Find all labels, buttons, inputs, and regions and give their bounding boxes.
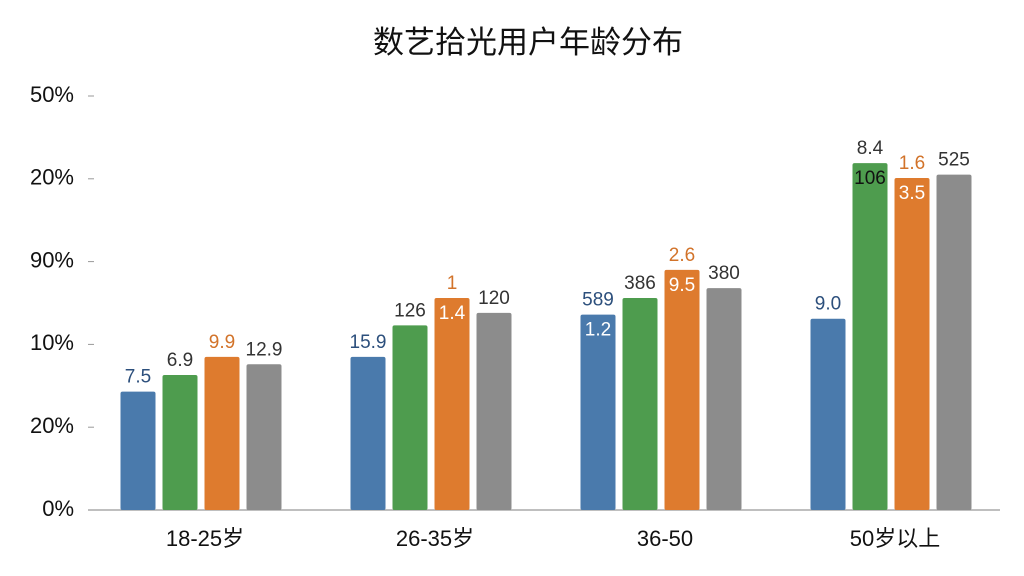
data-label: 15.9 bbox=[350, 332, 387, 353]
data-label: 1.2 bbox=[585, 320, 611, 341]
data-label: 9.9 bbox=[209, 332, 235, 353]
data-label: 8.4 bbox=[857, 138, 884, 159]
data-label: 7.5 bbox=[125, 367, 151, 388]
data-label: 9.5 bbox=[669, 275, 695, 296]
data-label: 1 bbox=[447, 273, 458, 294]
bar bbox=[580, 314, 616, 510]
x-tick-label: 26-35岁 bbox=[396, 526, 474, 551]
bar bbox=[622, 298, 658, 510]
chart-title: 数艺拾光用户年龄分布 bbox=[373, 25, 683, 60]
y-tick-label: 20% bbox=[30, 165, 74, 190]
bar bbox=[810, 318, 846, 510]
data-label: 386 bbox=[624, 273, 656, 294]
y-tick-label: 20% bbox=[30, 413, 74, 438]
data-label: 589 bbox=[582, 290, 614, 311]
data-label: 380 bbox=[708, 263, 740, 284]
bar bbox=[936, 174, 972, 510]
data-label: 1.6 bbox=[899, 153, 925, 174]
data-label: 1.4 bbox=[439, 303, 466, 324]
data-label: 120 bbox=[478, 288, 510, 309]
bar bbox=[852, 163, 888, 510]
data-label: 106 bbox=[854, 168, 886, 189]
bar bbox=[204, 356, 240, 510]
bar bbox=[162, 375, 198, 510]
y-tick-label: 90% bbox=[30, 247, 74, 272]
bar bbox=[894, 177, 930, 511]
data-label: 525 bbox=[938, 150, 970, 171]
y-tick-label: 10% bbox=[30, 330, 74, 355]
x-tick-label: 50岁以上 bbox=[850, 526, 940, 551]
y-tick-label: 0% bbox=[42, 496, 74, 521]
data-label: 2.6 bbox=[669, 245, 695, 266]
x-tick-label: 36-50 bbox=[637, 526, 693, 551]
data-label: 9.0 bbox=[815, 294, 841, 315]
bar bbox=[350, 356, 386, 510]
bar bbox=[434, 298, 470, 510]
bar bbox=[246, 364, 282, 510]
x-tick-label: 18-25岁 bbox=[166, 526, 244, 551]
bar bbox=[476, 312, 512, 510]
bar bbox=[664, 269, 700, 510]
bar bbox=[706, 288, 742, 510]
bar bbox=[120, 391, 156, 510]
y-tick-label: 50% bbox=[30, 82, 74, 107]
data-label: 126 bbox=[394, 300, 426, 321]
bar bbox=[392, 325, 428, 510]
data-label: 6.9 bbox=[167, 350, 193, 371]
data-label: 12.9 bbox=[246, 339, 283, 360]
data-label: 3.5 bbox=[899, 183, 925, 204]
